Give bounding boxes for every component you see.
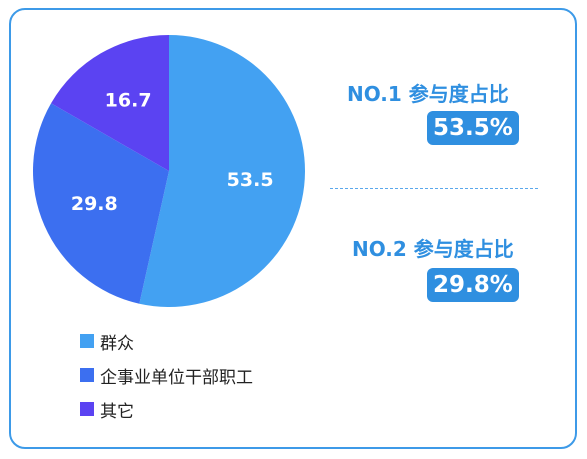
legend-label: 其它 — [100, 401, 134, 422]
legend-item-masses: 群众 — [80, 330, 253, 354]
pie-slice-2 — [51, 35, 169, 171]
legend-swatch-staff — [80, 368, 94, 382]
pie-data-label-1: 29.8 — [71, 193, 118, 215]
stat-badge-no2: 29.8% — [427, 268, 519, 302]
pie-slice-1 — [33, 103, 169, 304]
divider — [330, 188, 538, 189]
legend: 群众 企事业单位干部职工 其它 — [80, 330, 253, 432]
pie-data-label-2: 16.7 — [105, 89, 152, 111]
legend-swatch-other — [80, 402, 94, 416]
pie-slice-0 — [139, 35, 306, 307]
pie-data-label-0: 53.5 — [227, 169, 274, 191]
stat-title-no1: NO.1 参与度占比 — [347, 82, 509, 106]
legend-swatch-masses — [80, 334, 94, 348]
legend-label: 群众 — [100, 333, 134, 354]
legend-item-other: 其它 — [80, 398, 253, 422]
stat-title-no2: NO.2 参与度占比 — [352, 237, 514, 261]
stat-badge-no1: 53.5% — [427, 111, 519, 145]
legend-item-staff: 企事业单位干部职工 — [80, 364, 253, 388]
legend-label: 企事业单位干部职工 — [100, 367, 253, 388]
